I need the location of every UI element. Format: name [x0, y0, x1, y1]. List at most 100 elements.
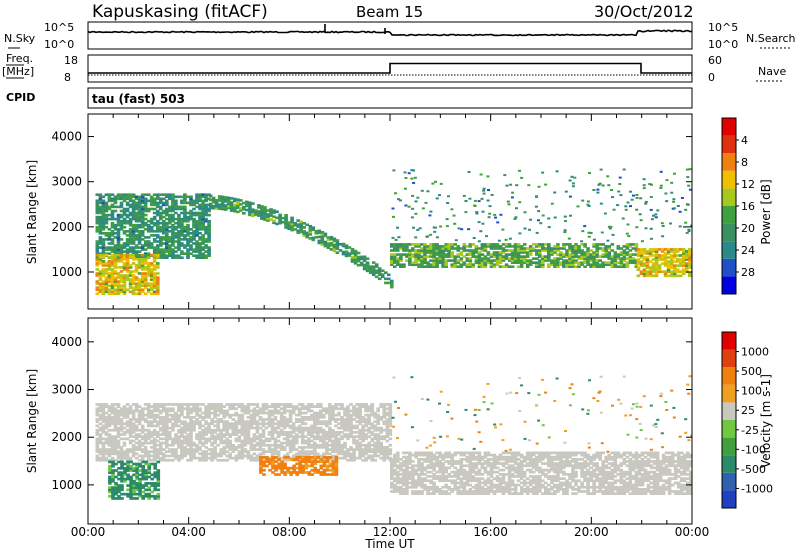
echo-cell: [183, 426, 187, 430]
echo-cell: [516, 245, 521, 248]
echo-cell: [642, 274, 647, 278]
echo-cell: [456, 253, 460, 256]
echo-cell: [216, 437, 220, 441]
echo-cell: [596, 191, 600, 194]
echo-cell: [261, 424, 266, 428]
echo-cell: [110, 258, 115, 261]
echo-cell: [420, 265, 424, 268]
echo-cell: [390, 245, 394, 248]
echo-cell: [201, 416, 205, 419]
echo-cell: [418, 227, 422, 230]
echo-cell: [648, 272, 653, 275]
echo-cell: [180, 207, 184, 211]
echo-cell: [364, 418, 368, 421]
echo-cell: [384, 281, 388, 285]
echo-cell: [119, 193, 124, 196]
echo-cell: [274, 468, 278, 472]
echo-cell: [101, 211, 106, 215]
echo-cell: [639, 248, 644, 251]
echo-cell: [568, 255, 572, 258]
echo-cell: [636, 250, 641, 253]
echo-cell: [341, 242, 346, 246]
echo-cell: [334, 450, 338, 453]
echo-cell: [192, 234, 196, 237]
echo-cell: [222, 409, 226, 413]
echo-cell: [307, 471, 312, 474]
echo-cell: [146, 266, 151, 269]
echo-cell: [229, 209, 234, 212]
echo-cell: [113, 435, 118, 438]
echo-cell: [687, 184, 691, 187]
echo-cell: [243, 422, 248, 426]
echo-cell: [116, 219, 121, 223]
echo-cell: [319, 416, 323, 419]
echo-cell: [120, 467, 124, 470]
echo-cell: [349, 458, 353, 462]
echo-cell: [183, 211, 187, 215]
echo-cell: [113, 201, 118, 205]
echo-cell: [319, 413, 323, 417]
echo-cell: [111, 497, 115, 500]
echo-cell: [645, 260, 650, 263]
echo-cell: [441, 253, 445, 256]
echo-cell: [159, 441, 163, 445]
echo-cell: [393, 253, 397, 256]
echo-cell: [279, 422, 284, 426]
echo-cell: [343, 426, 347, 430]
echo-cell: [313, 437, 317, 441]
echo-cell: [373, 443, 377, 447]
echo-cell: [125, 203, 130, 207]
echo-cell: [313, 468, 318, 472]
echo-cell: [356, 251, 361, 255]
echo-cell: [101, 253, 106, 257]
echo-cell: [204, 197, 208, 201]
echo-cell: [290, 218, 294, 222]
echo-cell: [376, 441, 380, 445]
echo-cell: [319, 473, 324, 476]
echo-cell: [574, 255, 578, 258]
echo-cell: [214, 205, 219, 208]
echo-cell: [273, 403, 278, 406]
echo-cell: [116, 439, 121, 443]
echo-cell: [294, 439, 299, 443]
echo-cell: [104, 217, 109, 221]
echo-cell: [283, 462, 287, 466]
echo-cell: [156, 477, 161, 481]
echo-cell: [156, 443, 160, 447]
echo-cell: [152, 450, 157, 453]
echo-cell: [131, 238, 136, 241]
echo-cell: [417, 251, 421, 254]
echo-cell: [159, 197, 163, 201]
echo-cell: [261, 418, 266, 421]
echo-cell: [477, 200, 481, 203]
echo-cell: [117, 484, 121, 487]
echo-cell: [116, 443, 121, 447]
echo-cell: [267, 420, 272, 423]
echo-cell: [110, 282, 115, 285]
echo-cell: [134, 424, 139, 428]
echo-cell: [571, 251, 575, 254]
echo-cell: [480, 243, 485, 246]
echo-cell: [295, 466, 299, 470]
echo-cell: [180, 238, 184, 241]
echo-cell: [264, 407, 269, 411]
echo-cell: [379, 441, 383, 445]
echo-cell: [328, 448, 332, 451]
echo-cell: [117, 497, 121, 500]
echo-cell: [122, 264, 127, 267]
echo-cell: [444, 261, 448, 264]
echo-cell: [216, 405, 220, 408]
echo-cell: [387, 281, 391, 285]
echo-cell: [282, 424, 287, 428]
echo-cell: [382, 409, 386, 413]
echo-cell: [313, 452, 317, 456]
echo-cell: [153, 484, 157, 487]
echo-cell: [642, 187, 646, 190]
echo-cell: [140, 409, 145, 413]
echo-cell: [535, 243, 539, 246]
echo-cell: [550, 247, 554, 250]
echo-cell: [331, 411, 335, 415]
echo-cell: [156, 433, 160, 436]
echo-cell: [370, 433, 374, 436]
